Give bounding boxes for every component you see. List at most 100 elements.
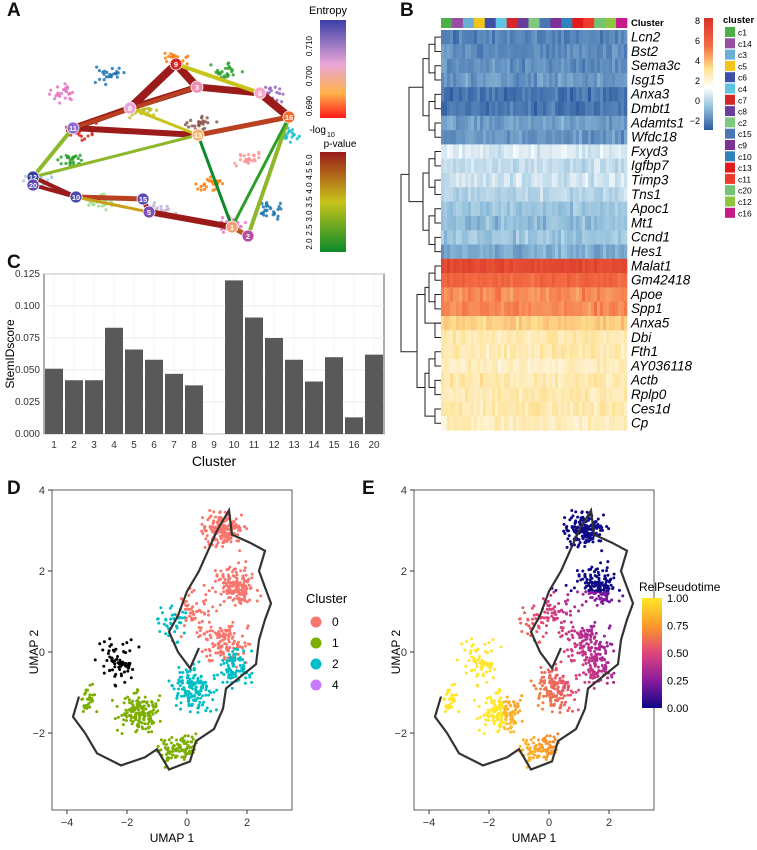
- e-cell-point: [577, 538, 581, 542]
- a-cell-dot: [265, 201, 269, 205]
- e-cell-point: [513, 712, 517, 716]
- heatmap-cell: [561, 215, 565, 231]
- heatmap-cell: [447, 158, 451, 174]
- d-cell-point: [240, 597, 244, 601]
- heatmap-cell: [441, 215, 445, 231]
- heatmap-cell: [537, 330, 541, 345]
- heatmap-cell: [546, 115, 550, 131]
- heatmap-cell: [459, 244, 463, 260]
- heatmap-cell: [591, 273, 595, 288]
- heatmap-cell: [552, 30, 556, 45]
- d-cell-point: [196, 692, 200, 696]
- cluster-bar-segment: [539, 18, 551, 28]
- e-cell-point: [602, 646, 606, 650]
- heatmap-cell: [567, 101, 571, 117]
- e-cell-point: [544, 758, 548, 762]
- heatmap-cell: [468, 258, 472, 274]
- d-cell-point: [180, 755, 184, 759]
- heatmap-cell: [450, 58, 454, 74]
- d-cell-point: [204, 598, 208, 602]
- a-cell-dot: [203, 120, 208, 124]
- heatmap-cell: [477, 201, 481, 217]
- heatmap-cell: [567, 58, 571, 74]
- heatmap-cell: [531, 87, 535, 102]
- heatmap-cell: [522, 301, 526, 317]
- e-cell-point: [545, 607, 549, 611]
- e-cell-point: [602, 597, 606, 601]
- cluster-bar-label: Cluster: [631, 18, 664, 29]
- heatmap-cell: [531, 201, 535, 217]
- e-cell-point: [566, 709, 570, 713]
- e-cell-point: [527, 747, 531, 751]
- heatmap-cell: [537, 58, 541, 74]
- d-cell-point: [237, 524, 241, 528]
- d-cell-point: [233, 575, 237, 579]
- heatmap-cell: [489, 344, 493, 360]
- heatmap-cell: [510, 173, 514, 188]
- e-cell-point: [532, 736, 536, 740]
- e-cell-point: [569, 516, 573, 520]
- a-cell-dot: [290, 128, 295, 132]
- e-cell-point: [470, 668, 474, 672]
- d-cell-point: [190, 735, 194, 739]
- gene-label: Igfbp7: [631, 158, 669, 173]
- heatmap-cell: [555, 401, 559, 417]
- heatmap-cell: [528, 387, 532, 403]
- heatmap-cell: [588, 301, 592, 317]
- e-cell-point: [526, 618, 530, 622]
- heatmap-cell: [486, 244, 490, 260]
- heatmap-cell: [612, 201, 616, 217]
- e-cell-point: [536, 738, 540, 742]
- heatmap-cell: [609, 72, 613, 88]
- heatmap-cell: [558, 44, 562, 59]
- heatmap-cell: [597, 87, 601, 102]
- heatmap-cell: [564, 87, 568, 102]
- e-cell-point: [593, 620, 597, 624]
- heatmap-cell: [525, 244, 529, 260]
- e-cell-point: [570, 659, 574, 663]
- heatmap-cell: [570, 330, 574, 345]
- a-cell-dot: [46, 178, 50, 182]
- heatmap-cell: [543, 44, 547, 59]
- heatmap-cell: [531, 387, 535, 403]
- heatmap-cell: [516, 72, 520, 88]
- d-legend-title: Cluster: [306, 591, 348, 606]
- d-cell-point: [231, 598, 235, 602]
- heatmap-cell: [519, 130, 523, 145]
- heatmap-cell: [471, 230, 475, 245]
- heatmap-cell: [546, 287, 550, 302]
- heatmap-cell: [612, 358, 616, 374]
- heatmap-cell: [495, 87, 499, 102]
- e-cell-point: [600, 582, 604, 586]
- heatmap-cell: [609, 130, 613, 145]
- heatmap-cell: [567, 187, 571, 202]
- e-cell-point: [546, 611, 550, 615]
- heatmap-cell: [603, 287, 607, 302]
- e-cell-point: [612, 649, 616, 653]
- heatmap-cell: [615, 72, 619, 88]
- d-cell-point: [219, 639, 223, 643]
- heatmap-cell: [558, 244, 562, 260]
- heatmap-cell: [582, 201, 586, 217]
- d-cell-point: [218, 603, 222, 607]
- e-cell-point: [509, 726, 513, 730]
- a-cell-dot: [102, 192, 106, 196]
- d-cell-point: [102, 640, 106, 644]
- heatmap-cell: [519, 115, 523, 131]
- heatmap-cell: [585, 144, 589, 159]
- heatmap-cell: [531, 287, 535, 302]
- e-cell-point: [530, 606, 534, 610]
- e-cell-point: [470, 644, 474, 648]
- heatmap-cell: [468, 187, 472, 202]
- d-cell-point: [141, 727, 145, 731]
- d-cell-point: [85, 697, 89, 701]
- heatmap-cell: [528, 358, 532, 374]
- a-cell-dot: [65, 85, 69, 89]
- heatmap-cell: [492, 401, 496, 417]
- heatmap-cell: [513, 358, 517, 374]
- heatmap-cell: [447, 373, 451, 388]
- d-cell-point: [216, 521, 220, 525]
- heatmap-cell: [573, 173, 577, 188]
- heatmap-cell: [468, 201, 472, 217]
- heatmap-cell: [528, 173, 532, 188]
